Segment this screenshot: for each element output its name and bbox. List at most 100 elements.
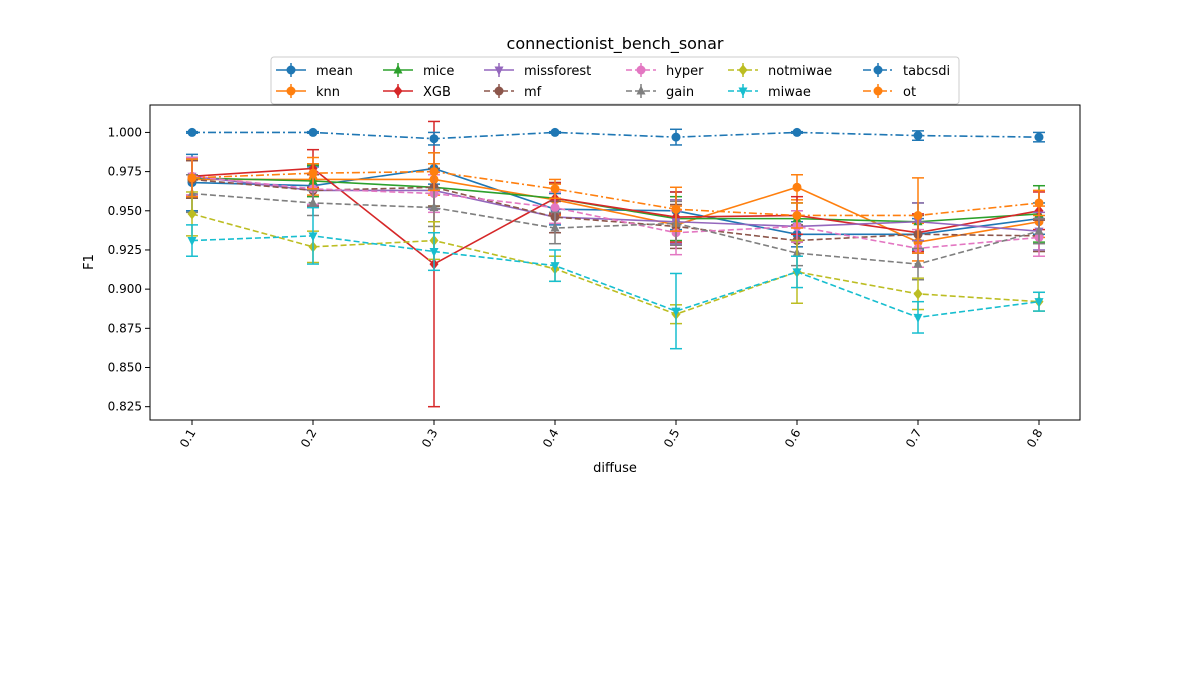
- y-tick-label: 0.875: [108, 321, 142, 335]
- data-point: [550, 222, 560, 232]
- series-line: [191, 167, 1040, 266]
- legend-marker: [393, 85, 403, 97]
- legend-label: ot: [903, 85, 916, 100]
- data-point: [1034, 298, 1044, 308]
- legend-entry: mf: [484, 84, 542, 100]
- data-point: [913, 288, 923, 300]
- data-point: [308, 197, 318, 207]
- series-line: [191, 192, 1040, 265]
- data-point: [187, 173, 197, 183]
- legend-marker: [286, 86, 296, 96]
- data-point: [308, 168, 318, 178]
- legend: mean knn mice XGB missforest mf hyper gain notmi…: [270, 56, 960, 105]
- x-tick-label: 0.7: [903, 427, 925, 451]
- legend-marker: [636, 65, 646, 75]
- series-line: [191, 235, 1040, 319]
- legend-label: miwae: [768, 85, 811, 100]
- data-point: [550, 127, 560, 137]
- x-tick-label: 0.6: [782, 427, 804, 451]
- legend-marker: [393, 64, 403, 74]
- legend-label: mice: [423, 64, 454, 79]
- plot-area: [150, 105, 1080, 420]
- data-point: [671, 307, 681, 317]
- data-point: [913, 258, 923, 268]
- data-point: [187, 237, 197, 247]
- legend-label: tabcsdi: [903, 64, 950, 79]
- data-point: [1034, 132, 1044, 142]
- legend-label: gain: [666, 85, 694, 100]
- legend-label: notmiwae: [768, 64, 832, 79]
- data-point: [429, 167, 439, 177]
- legend-label: XGB: [423, 85, 451, 100]
- data-point: [792, 268, 802, 278]
- series-layer: [186, 120, 1045, 408]
- x-tick-label: 0.2: [298, 427, 320, 451]
- data-point: [308, 127, 318, 137]
- data-point: [550, 203, 560, 213]
- y-axis-label: F1: [82, 254, 97, 270]
- data-point: [792, 127, 802, 137]
- data-point: [671, 204, 681, 214]
- legend-entry: ot: [863, 84, 916, 100]
- legend-label: hyper: [666, 64, 704, 79]
- y-tick-label: 1.000: [108, 125, 142, 139]
- data-point: [913, 313, 923, 323]
- series-ot: [186, 152, 1045, 254]
- x-tick-label: 0.1: [177, 427, 199, 451]
- y-tick-label: 0.975: [108, 165, 142, 179]
- x-axis: 0.1 0.2 0.3 0.4 0.5 0.6 0.7 0.8: [177, 420, 1046, 450]
- data-point: [671, 132, 681, 142]
- data-point: [429, 202, 439, 212]
- legend-label: missforest: [524, 64, 591, 79]
- data-point: [913, 210, 923, 220]
- legend-entry: miwae: [728, 84, 811, 100]
- series-miwae: [186, 206, 1045, 350]
- data-point: [187, 208, 197, 220]
- y-tick-label: 0.950: [108, 204, 142, 218]
- legend-marker: [494, 66, 504, 76]
- legend-entry: knn: [276, 84, 340, 100]
- legend-entry: gain: [626, 84, 694, 100]
- legend-marker: [738, 64, 748, 76]
- data-point: [913, 131, 923, 141]
- series-line: [192, 178, 1040, 243]
- series-tabcsdi: [186, 127, 1045, 146]
- plot-frame: [149, 104, 1081, 421]
- legend-entry: notmiwae: [728, 63, 832, 79]
- series-line: [191, 213, 1040, 316]
- legend-marker: [636, 85, 646, 95]
- data-point: [429, 134, 439, 144]
- x-tick-label: 0.4: [540, 427, 562, 451]
- legend-marker: [873, 65, 883, 75]
- x-axis-label: diffuse: [593, 461, 637, 476]
- series-line: [191, 175, 1040, 250]
- series-line: [191, 170, 1040, 217]
- data-point: [429, 248, 439, 258]
- data-point: [792, 182, 802, 192]
- legend-entry: tabcsdi: [863, 63, 950, 79]
- data-point: [1034, 198, 1044, 208]
- legend-entry: mean: [276, 63, 353, 79]
- data-point: [550, 184, 560, 194]
- legend-marker: [873, 86, 883, 96]
- y-tick-label: 0.925: [108, 243, 142, 257]
- y-tick-label: 0.900: [108, 282, 142, 296]
- legend-entry: missforest: [484, 63, 591, 79]
- series-line: [191, 178, 1040, 242]
- y-tick-label: 0.825: [108, 400, 142, 414]
- data-point: [792, 210, 802, 220]
- legend-label: mf: [524, 85, 542, 100]
- y-tick-label: 0.850: [108, 361, 142, 375]
- y-axis: 0.825 0.850 0.875 0.900 0.925 0.950 0.975 1.000: [108, 125, 150, 414]
- data-point: [187, 127, 197, 137]
- legend-label: mean: [316, 64, 353, 79]
- legend-label: knn: [316, 85, 340, 100]
- x-tick-label: 0.8: [1024, 427, 1046, 451]
- legend-entry: XGB: [383, 84, 451, 100]
- x-tick-label: 0.3: [419, 427, 441, 451]
- data-point: [1034, 225, 1044, 235]
- legend-entry: hyper: [626, 63, 704, 79]
- legend-marker: [494, 86, 504, 96]
